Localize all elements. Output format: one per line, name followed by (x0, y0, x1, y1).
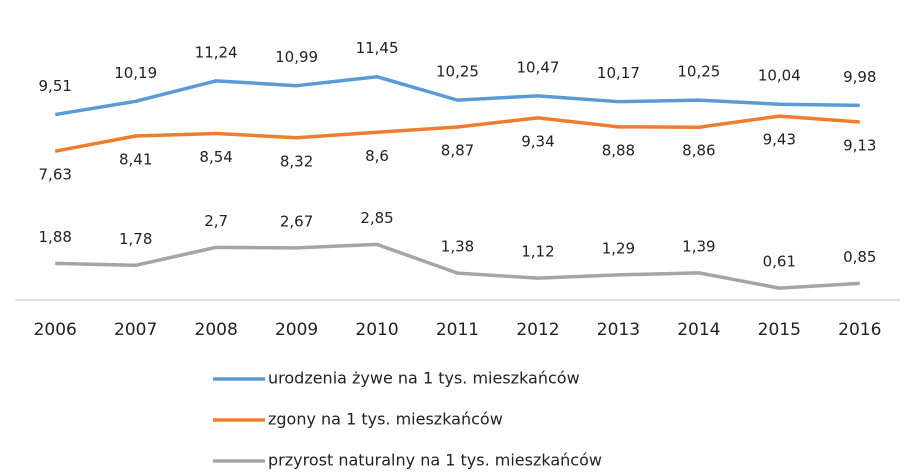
data-label: 1,39 (682, 237, 715, 255)
data-label: 10,25 (436, 63, 479, 81)
data-label: 7,63 (39, 166, 72, 184)
data-label: 2,85 (360, 209, 393, 227)
data-label: 8,86 (682, 142, 715, 160)
data-label: 10,17 (597, 64, 640, 82)
series-line (54, 114, 860, 153)
data-label: 9,98 (843, 68, 876, 86)
data-label: 8,41 (119, 151, 152, 169)
data-label: 1,38 (441, 238, 474, 256)
series-line (55, 242, 860, 290)
data-label: 9,43 (763, 131, 796, 149)
data-label: 11,45 (356, 39, 399, 57)
x-tick-label: 2015 (758, 320, 801, 340)
data-label: 0,85 (843, 248, 876, 266)
x-tick-label: 2006 (34, 320, 77, 340)
legend-label: urodzenia żywe na 1 tys. mieszkańców (268, 369, 580, 388)
x-tick-label: 2014 (677, 320, 720, 340)
data-label: 10,04 (758, 67, 801, 85)
data-label: 1,88 (39, 228, 72, 246)
data-label: 8,54 (199, 148, 232, 166)
data-label: 9,51 (39, 77, 72, 95)
data-label: 2,7 (204, 212, 228, 230)
data-label: 10,99 (275, 48, 318, 66)
data-label: 1,29 (602, 239, 635, 257)
data-label: 2,67 (280, 212, 313, 230)
x-tick-label: 2011 (436, 320, 479, 340)
x-tick-label: 2016 (838, 320, 881, 340)
x-tick-label: 2010 (355, 320, 398, 340)
x-tick-label: 2013 (597, 320, 640, 340)
data-label: 9,34 (521, 132, 554, 150)
data-label: 10,25 (677, 63, 720, 81)
x-tick-label: 2007 (114, 320, 157, 340)
series-line (54, 74, 860, 117)
data-label: 8,87 (441, 142, 474, 160)
legend-label: zgony na 1 tys. mieszkańców (268, 410, 503, 429)
data-label: 8,6 (365, 147, 389, 165)
data-label: 10,47 (516, 58, 559, 76)
data-label: 11,24 (195, 43, 238, 61)
x-tick-label: 2009 (275, 320, 318, 340)
x-tick-label: 2008 (195, 320, 238, 340)
data-label: 1,78 (119, 230, 152, 248)
data-label: 10,19 (114, 64, 157, 82)
x-tick-label: 2012 (516, 320, 559, 340)
data-label: 0,61 (763, 253, 796, 271)
data-label: 8,88 (602, 141, 635, 159)
legend-label: przyrost naturalny na 1 tys. mieszkańców (268, 451, 602, 470)
data-label: 9,13 (843, 136, 876, 154)
data-label: 8,32 (280, 152, 313, 170)
data-label: 1,12 (521, 243, 554, 261)
